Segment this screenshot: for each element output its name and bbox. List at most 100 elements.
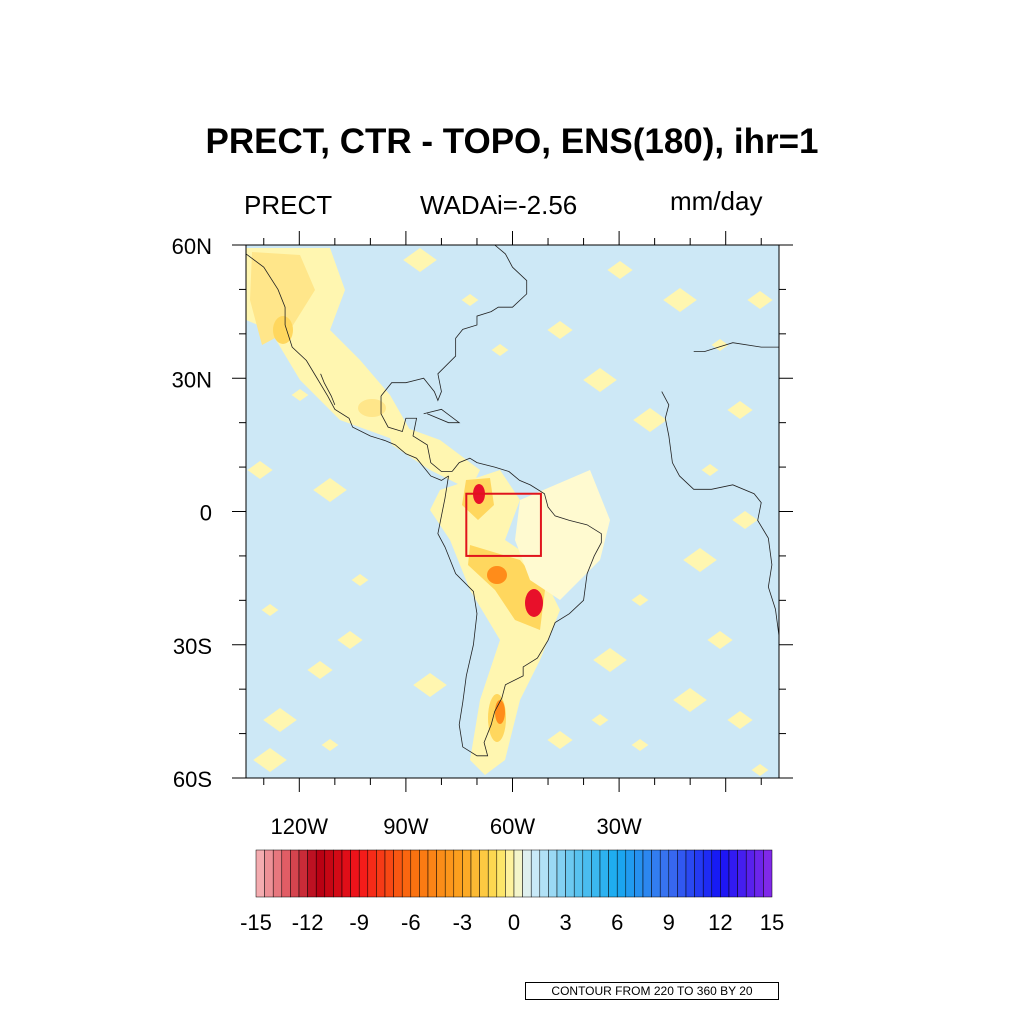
colorbar-box xyxy=(350,849,360,898)
colorbar-box xyxy=(290,849,300,898)
units-label: mm/day xyxy=(670,186,763,216)
colorbar-box xyxy=(505,849,515,898)
colorbar-box xyxy=(539,849,549,898)
colorbar-box xyxy=(651,849,661,898)
precip-peak-patagonia xyxy=(495,700,505,724)
colorbar-box xyxy=(616,849,627,898)
precip-patch-mexico xyxy=(358,399,386,417)
precip-patch-core xyxy=(273,316,293,344)
precip-patch-scatter xyxy=(413,673,447,697)
left-subtitle: PRECT xyxy=(244,190,333,220)
precip-patch-scatter xyxy=(732,511,758,529)
precip-patch-bolivia xyxy=(468,545,545,630)
colorbar-label: 15 xyxy=(760,910,784,935)
colorbar-box xyxy=(625,849,635,898)
colorbar-box xyxy=(264,849,274,898)
colorbar-box xyxy=(677,849,687,898)
colorbar-box xyxy=(333,849,343,898)
colorbar-box xyxy=(341,849,351,898)
colorbar-box xyxy=(737,849,747,898)
colorbar-label: -15 xyxy=(240,910,272,935)
precip-patch-scatter xyxy=(747,291,773,309)
precip-patch-scatter xyxy=(461,294,479,306)
precip-patch-scatter xyxy=(247,461,273,479)
colorbar-box xyxy=(608,849,618,898)
precip-patch-andes xyxy=(430,470,560,775)
precip-patch-scatter xyxy=(593,648,627,672)
precip-patch-scatter xyxy=(631,739,649,751)
colorbar-box xyxy=(376,849,386,898)
colorbar-label: 0 xyxy=(508,910,520,935)
coastline-caribbean-central-america xyxy=(380,396,453,472)
precip-patch-scatter xyxy=(751,764,769,776)
colorbar-box xyxy=(642,849,652,898)
precip-peak-argentina xyxy=(525,589,543,617)
precip-patch-scatter xyxy=(307,661,333,679)
colorbar-box xyxy=(556,849,566,898)
precip-patch-scatter xyxy=(337,631,363,649)
precip-patch-scatter xyxy=(313,478,347,502)
precip-patch-scatter xyxy=(701,464,719,476)
colorbar-box xyxy=(513,849,523,898)
colorbar-label: -12 xyxy=(292,910,324,935)
colorbar-box xyxy=(436,849,446,898)
coastline-atlantic-north-america xyxy=(380,245,528,402)
colorbar-box xyxy=(685,849,695,898)
colorbar-box xyxy=(754,849,764,898)
precip-patch-scatter xyxy=(631,594,649,606)
colorbar-box xyxy=(591,849,601,898)
colorbar-box xyxy=(427,849,437,898)
lat-label: 60S xyxy=(173,767,212,792)
coastline-africa xyxy=(661,391,779,636)
plot-title: PRECT, CTR - TOPO, ENS(180), ihr=1 xyxy=(205,122,819,161)
colorbar-box xyxy=(453,849,463,898)
colorbar-box xyxy=(462,849,472,898)
precip-patch-scatter xyxy=(707,631,733,649)
colorbar-label: -6 xyxy=(401,910,421,935)
lat-label: 30N xyxy=(172,367,212,392)
colorbar-box xyxy=(599,849,609,898)
lat-label: 0 xyxy=(200,501,212,526)
colorbar-label: 3 xyxy=(559,910,571,935)
axis-ticks: 60N 30N 0 30S 60S 120W 90W 60W 30W xyxy=(172,231,793,839)
colorbar-box xyxy=(255,849,265,898)
colorbar-box xyxy=(393,849,403,898)
precip-patch-scatter xyxy=(663,288,697,312)
colorbar-box xyxy=(763,849,773,898)
colorbar-box xyxy=(573,849,584,898)
precip-patch-amazon xyxy=(515,470,610,600)
colorbar-box xyxy=(272,849,283,898)
colorbar-box xyxy=(358,849,369,898)
precip-patch-scatter xyxy=(673,688,707,712)
precip-patch-scatter xyxy=(547,321,573,339)
lon-label: 30W xyxy=(596,814,641,839)
colorbar-box xyxy=(745,849,756,898)
lon-label: 120W xyxy=(271,814,329,839)
center-subtitle: WADAi=-2.56 xyxy=(420,190,578,220)
colorbar-box xyxy=(548,849,558,898)
colorbar-box xyxy=(530,849,541,898)
colorbar-box xyxy=(720,849,730,898)
colorbar-box xyxy=(401,849,412,898)
colorbar-label: 6 xyxy=(611,910,623,935)
colorbar-box xyxy=(479,849,489,898)
precip-patch-scatter xyxy=(351,574,369,586)
lon-label: 90W xyxy=(383,814,428,839)
coastline-pacific-north-america xyxy=(246,253,449,481)
colorbar-box xyxy=(384,849,394,898)
colorbar-box xyxy=(659,849,670,898)
precip-patch-scatter xyxy=(491,344,509,356)
colorbar-box xyxy=(496,849,506,898)
colorbar-box xyxy=(711,849,721,898)
colorbar-box xyxy=(668,849,678,898)
precip-patch-peru xyxy=(487,566,507,584)
precip-patch-scatter xyxy=(261,604,279,616)
colorbar-box xyxy=(634,849,644,898)
colorbar-box xyxy=(419,849,429,898)
precip-patch-central-america xyxy=(385,420,480,490)
precip-patch-scatter xyxy=(727,401,753,419)
contour-info-label: CONTOUR FROM 220 TO 360 BY 20 xyxy=(525,982,779,1000)
colorbar-box xyxy=(470,849,480,898)
colorbar-box xyxy=(315,849,326,898)
